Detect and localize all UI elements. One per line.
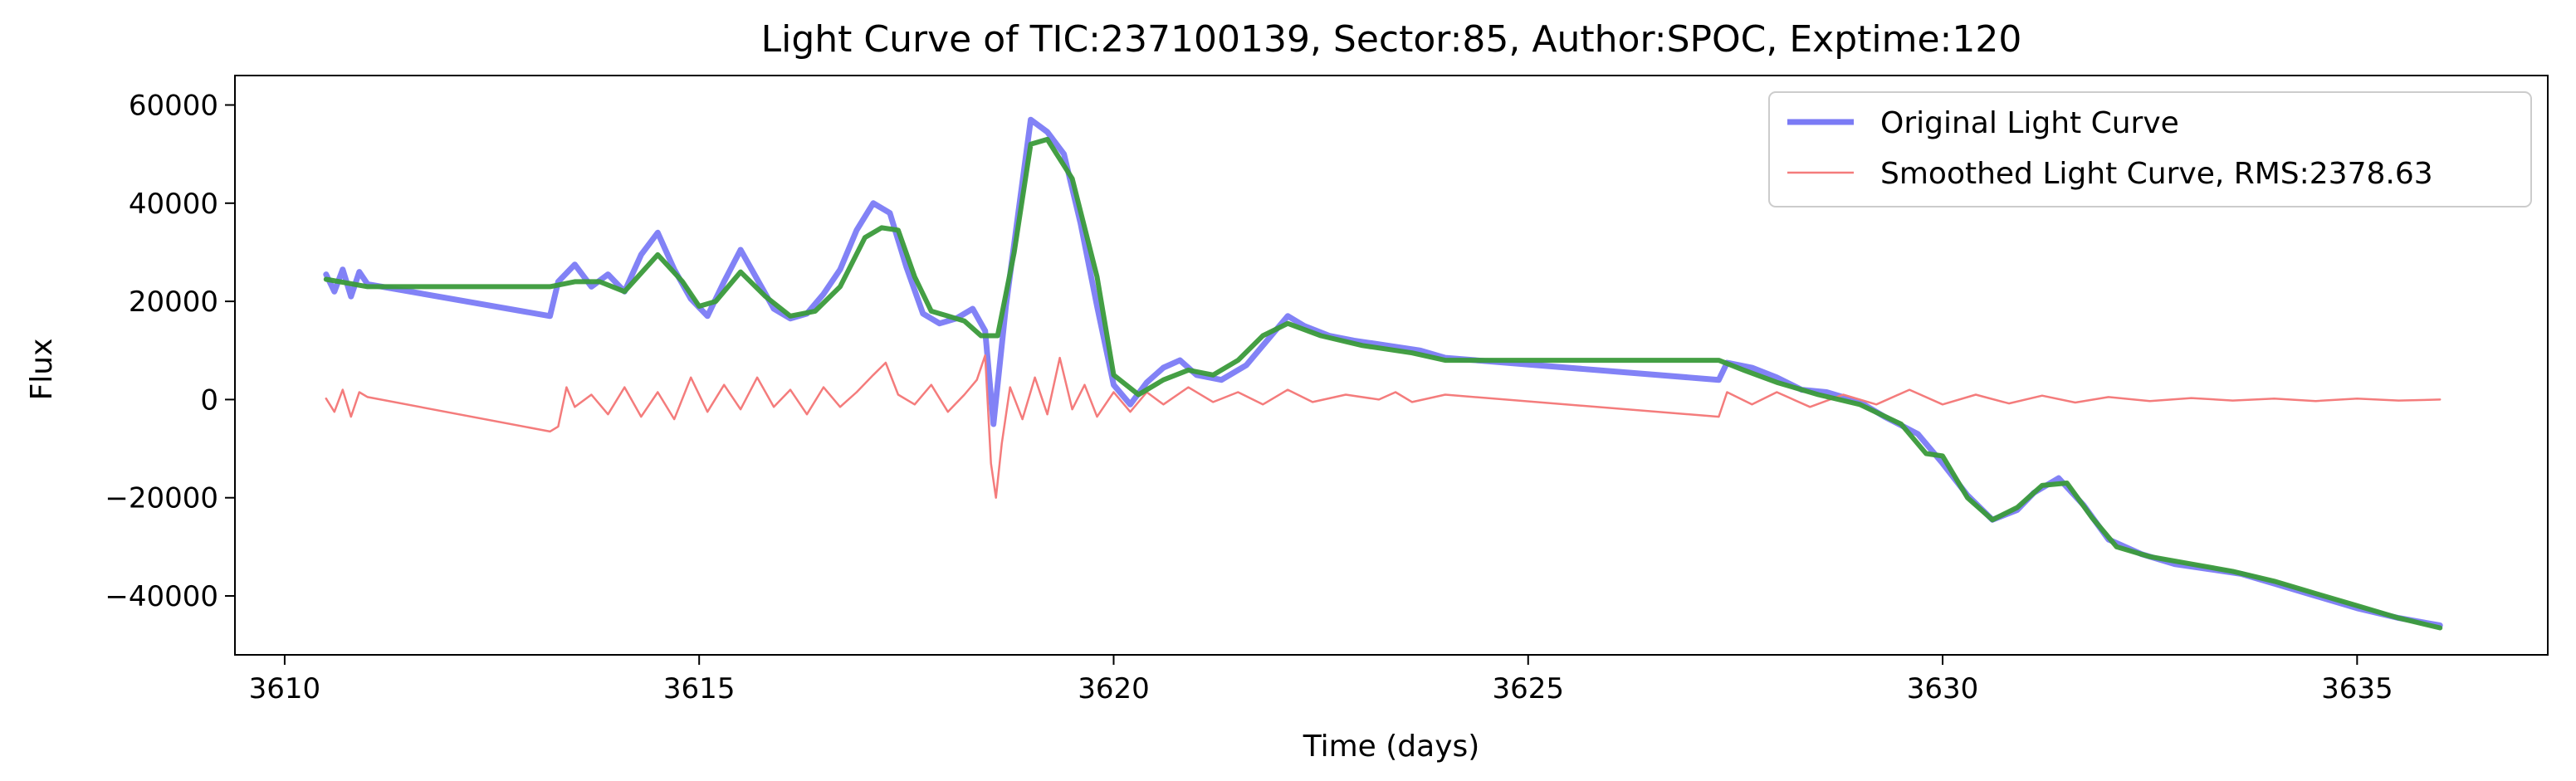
- x-tick-label: 3635: [2321, 672, 2393, 705]
- y-tick-label: 40000: [129, 188, 218, 221]
- x-tick-label: 3620: [1078, 672, 1150, 705]
- y-tick-label: 0: [200, 383, 218, 417]
- series-line-smoothed: [325, 354, 2442, 499]
- x-tick-label: 3610: [249, 672, 321, 705]
- y-tick-label: 60000: [129, 89, 218, 122]
- y-axis-ticks: −40000 −20000 0 20000 40000 60000: [105, 89, 235, 613]
- y-tick-label: −40000: [105, 580, 218, 613]
- legend: Original Light Curve Smoothed Light Curv…: [1768, 91, 2532, 207]
- series-line-trend: [323, 136, 2443, 631]
- plot-frame: [234, 75, 2549, 656]
- y-tick-label: −20000: [105, 482, 218, 515]
- x-tick-label: 3615: [663, 672, 736, 705]
- x-tick-label: 3625: [1492, 672, 1564, 705]
- x-axis-ticks: 3610 3615 3620 3625 3630 3635: [249, 655, 2393, 705]
- x-tick-label: 3630: [1907, 672, 1979, 705]
- x-axis-label: Time (days): [1303, 730, 1480, 764]
- chart-title: Light Curve of TIC:237100139, Sector:85,…: [761, 18, 2022, 61]
- plot-lines: [323, 116, 2443, 631]
- legend-label-original: Original Light Curve: [1880, 106, 2179, 140]
- legend-label-smoothed: Smoothed Light Curve, RMS:2378.63: [1880, 157, 2433, 191]
- y-tick-label: 20000: [129, 286, 218, 319]
- y-axis-label: Flux: [25, 339, 59, 401]
- legend-box: [1768, 91, 2532, 207]
